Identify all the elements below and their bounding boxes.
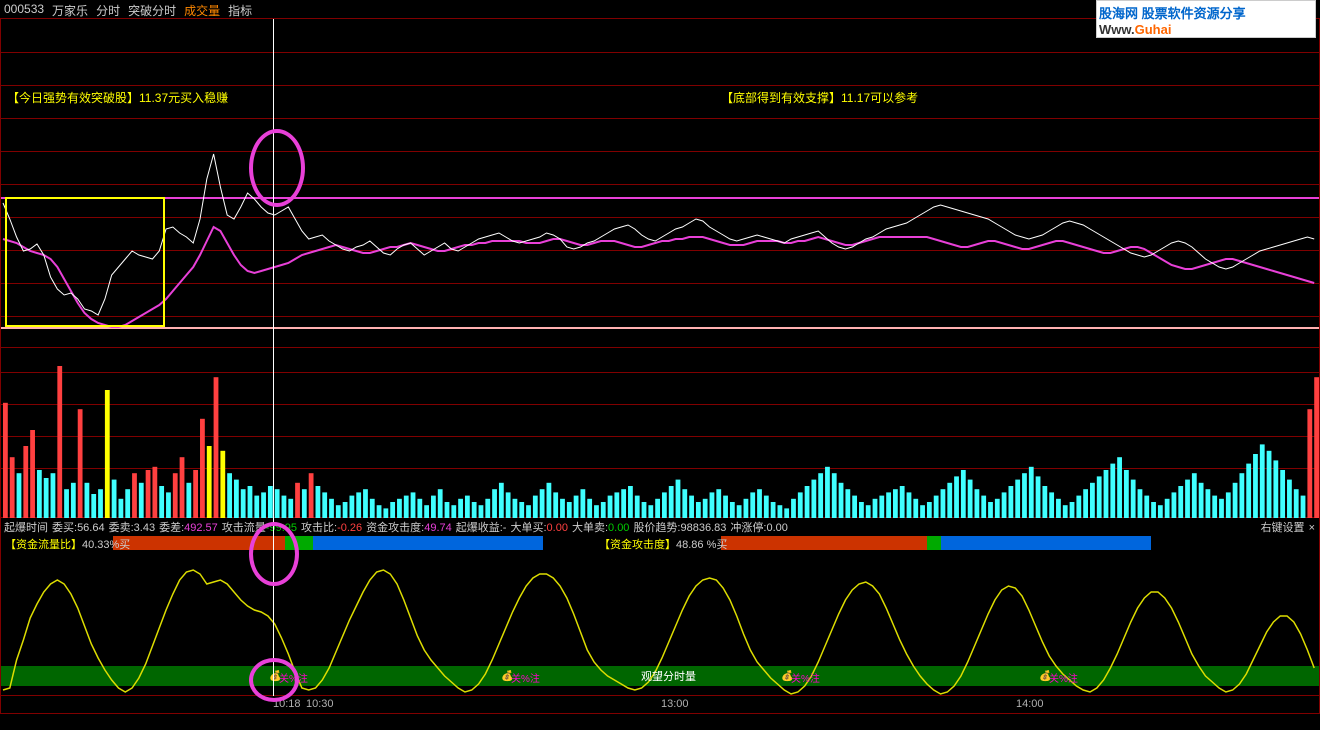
annotation-right: 【底部得到有效支撑】11.17可以参考 bbox=[721, 89, 918, 106]
highlight-box bbox=[5, 197, 165, 327]
time-tick: 14:00 bbox=[1016, 698, 1044, 710]
status-item: 委买:56.64 bbox=[52, 519, 105, 533]
time-tick: 10:30 bbox=[306, 698, 334, 710]
ind-label: 指标 bbox=[228, 2, 252, 16]
bag-label: 关%注 bbox=[1049, 670, 1078, 685]
context-menu-hint[interactable]: 右键设置× bbox=[1261, 519, 1315, 535]
stock-name: 万家乐 bbox=[52, 2, 88, 16]
vol-label: 成交量 bbox=[184, 2, 220, 16]
status-item: 起爆时间 bbox=[4, 519, 48, 533]
flow-label-left: 【资金流量比】40.33%买 bbox=[5, 536, 130, 552]
status-item: 攻击比:-0.26 bbox=[301, 519, 362, 533]
flow-bar-right bbox=[721, 536, 1151, 550]
status-item: 大单卖:0.00 bbox=[572, 519, 629, 533]
highlight-circle bbox=[249, 658, 299, 702]
watermark-line1: 股海网 股票软件资源分享 bbox=[1099, 3, 1313, 22]
watermark: 股海网 股票软件资源分享 Www.Guhai bbox=[1096, 0, 1316, 38]
status-item: 大单买:0.00 bbox=[510, 519, 567, 533]
status-item: 资金攻击度:49.74 bbox=[366, 519, 452, 533]
volume-chart[interactable] bbox=[0, 348, 1320, 518]
status-item: 冲涨停:0.00 bbox=[730, 519, 787, 533]
money-bag-icon bbox=[501, 668, 511, 680]
tab-fenshi[interactable]: 分时 bbox=[96, 2, 120, 16]
flow-bar-left bbox=[113, 536, 543, 550]
flow-label-right: 【资金攻击度】48.86 %买 bbox=[599, 536, 727, 552]
time-tick: 13:00 bbox=[661, 698, 689, 710]
status-bar: 起爆时间委买:56.64委卖:3.43委差:492.57攻击流量-99.95攻击… bbox=[1, 518, 1319, 534]
status-item: 股价趋势:98836.83 bbox=[633, 519, 726, 533]
bag-label: 关%注 bbox=[511, 670, 540, 685]
time-axis: 10:1810:3013:0014:00 bbox=[0, 696, 1320, 714]
highlight-circle bbox=[249, 522, 299, 586]
bag-label: 关%注 bbox=[791, 670, 820, 685]
highlight-circle bbox=[249, 129, 305, 207]
status-item: 委卖:3.43 bbox=[109, 519, 155, 533]
annotation-left: 【今日强势有效突破股】11.37元买入稳赚 bbox=[7, 89, 228, 106]
money-bag-icon bbox=[1039, 668, 1049, 680]
status-item: 委差:492.57 bbox=[159, 519, 218, 533]
center-label: 观望分时量 bbox=[641, 668, 696, 684]
indicator-chart[interactable]: 起爆时间委买:56.64委卖:3.43委差:492.57攻击流量-99.95攻击… bbox=[0, 518, 1320, 696]
status-item: 起爆收益:- bbox=[456, 519, 507, 533]
money-bag-icon bbox=[781, 668, 791, 680]
stock-code: 000533 bbox=[4, 2, 44, 16]
main-price-chart[interactable]: 【今日强势有效突破股】11.37元买入稳赚 【底部得到有效支撑】11.17可以参… bbox=[0, 18, 1320, 348]
tab-tupo[interactable]: 突破分时 bbox=[128, 2, 176, 16]
close-icon[interactable]: × bbox=[1309, 522, 1315, 534]
watermark-line2: Www.Guhai bbox=[1099, 22, 1313, 37]
